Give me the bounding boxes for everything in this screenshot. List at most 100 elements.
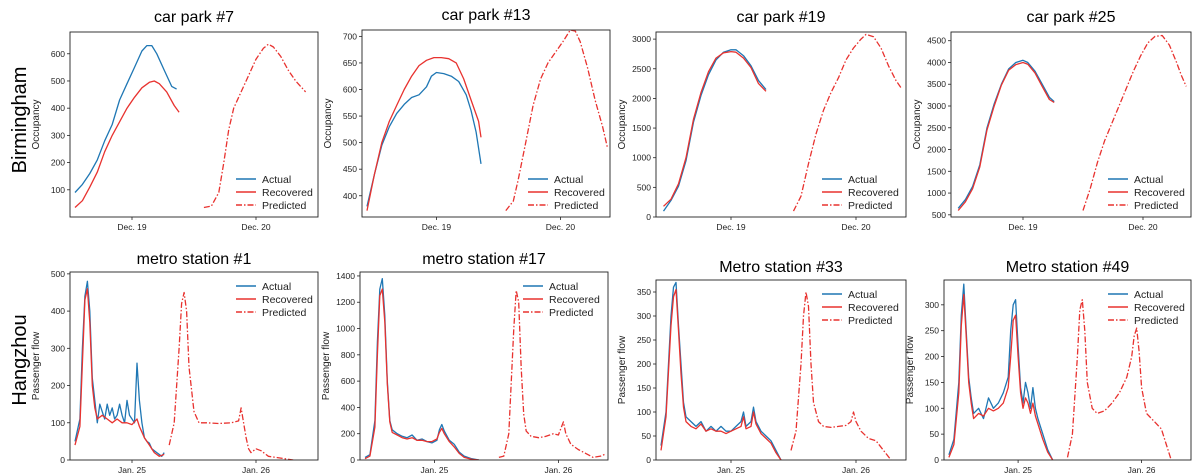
x-tick-label: Dec. 19 (117, 222, 147, 232)
y-tick-label: 550 (343, 111, 357, 121)
y-tick-label: 1200 (336, 297, 355, 307)
x-tick-label: Dec. 19 (716, 222, 746, 232)
y-tick-label: 0 (60, 455, 65, 465)
y-tick-label: 1500 (927, 166, 946, 176)
y-tick-label: 500 (932, 210, 946, 220)
series-line-recovered (660, 288, 782, 460)
series-line-predicted (168, 291, 294, 460)
legend-label: Actual (1134, 289, 1163, 301)
chart-title: Metro station #33 (719, 259, 843, 276)
legend-label: Recovered (262, 187, 313, 199)
plot-frame (950, 31, 1192, 218)
y-tick-label: 650 (343, 58, 357, 68)
series-line-recovered (74, 80, 180, 208)
series-line-predicted (792, 33, 902, 212)
x-tick-label: Dec. 19 (1008, 222, 1038, 232)
y-tick-label: 1000 (632, 153, 651, 163)
legend-label: Predicted (848, 315, 893, 327)
x-tick-label: Jan. 25 (717, 465, 745, 475)
y-tick-label: 400 (51, 103, 65, 113)
series-line-actual (364, 277, 480, 460)
y-tick-label: 100 (51, 418, 65, 428)
x-tick-label: Jan. 26 (842, 465, 870, 475)
y-tick-label: 350 (637, 287, 651, 297)
series-line-recovered (366, 56, 482, 211)
x-tick-label: Dec. 19 (422, 222, 452, 232)
y-tick-label: 300 (51, 343, 65, 353)
series-line-predicted (790, 291, 892, 460)
chart-panel: car park #7 100 200 300 400 500 600 Dec. 19 Dec.… (31, 9, 319, 232)
y-tick-label: 600 (51, 49, 65, 59)
legend-label: Actual (1134, 174, 1163, 186)
chart-title: metro station #1 (137, 251, 252, 268)
chart-panel: car park #13 400 450 500 550 600 650 700 Dec. 19… (323, 7, 611, 232)
y-tick-label: 150 (925, 377, 939, 387)
plot-frame (359, 271, 609, 461)
series-line-predicted (1082, 34, 1187, 211)
legend-label: Predicted (1134, 315, 1179, 327)
y-tick-label: 150 (637, 383, 651, 393)
row-label-birmingham: Birmingham (9, 67, 31, 174)
y-tick-label: 200 (341, 429, 355, 439)
chart-title: metro station #17 (422, 251, 546, 268)
y-tick-label: 100 (51, 185, 65, 195)
legend-label: Actual (549, 281, 578, 293)
y-tick-label: 300 (51, 130, 65, 140)
y-tick-label: 300 (925, 300, 939, 310)
y-axis-label: Occupancy (617, 99, 628, 149)
y-tick-label: 450 (343, 164, 357, 174)
chart-panel: car park #19 0 500 1000 1500 2000 2500 3000 Dec.… (617, 9, 907, 232)
y-axis-label: Passenger flow (905, 335, 916, 404)
y-tick-label: 100 (925, 403, 939, 413)
legend-label: Actual (848, 289, 877, 301)
x-tick-label: Jan. 26 (1128, 465, 1156, 475)
y-tick-label: 2500 (632, 64, 651, 74)
plot-frame (69, 31, 319, 218)
y-tick-label: 2000 (632, 93, 651, 103)
y-axis-label: Passenger flow (617, 335, 628, 404)
y-tick-label: 1500 (632, 123, 651, 133)
y-axis-label: Occupancy (323, 98, 334, 148)
plot-frame (69, 271, 319, 461)
plot-frame (655, 279, 907, 461)
legend-label: Predicted (1134, 200, 1179, 212)
y-tick-label: 0 (646, 212, 651, 222)
legend-label: Predicted (848, 200, 893, 212)
x-tick-label: Jan. 25 (1004, 465, 1032, 475)
legend-label: Predicted (262, 200, 307, 212)
x-tick-label: Dec. 20 (841, 222, 871, 232)
legend-label: Recovered (554, 187, 605, 199)
y-tick-label: 400 (51, 306, 65, 316)
series-line-recovered (74, 288, 165, 457)
y-tick-label: 400 (341, 402, 355, 412)
legend-label: Actual (262, 281, 291, 293)
y-tick-label: 500 (343, 138, 357, 148)
series-line-predicted (498, 289, 606, 459)
x-tick-label: Jan. 26 (242, 465, 270, 475)
y-tick-label: 600 (343, 85, 357, 95)
series-line-recovered (364, 288, 480, 460)
x-tick-label: Jan. 25 (118, 465, 146, 475)
chart-panel: metro station #17 0 200 400 600 800 1000 1200 14… (321, 251, 609, 475)
y-tick-label: 200 (51, 381, 65, 391)
y-axis-label: Occupancy (912, 99, 923, 149)
row-label-hangzhou: Hangzhou (9, 314, 31, 405)
legend-label: Predicted (262, 307, 307, 319)
plot-frame (361, 29, 611, 218)
legend-label: Predicted (549, 307, 594, 319)
series-line-predicted (505, 30, 609, 212)
y-axis-label: Passenger flow (31, 331, 42, 400)
legend-label: Recovered (549, 294, 600, 306)
chart-panel: Metro station #33 0 50 100 150 200 250 300 350 Ja… (617, 259, 907, 475)
y-axis-label: Occupancy (31, 99, 42, 149)
series-line-recovered (957, 61, 1055, 211)
y-tick-label: 200 (51, 158, 65, 168)
y-axis-label: Passenger flow (321, 331, 332, 400)
chart-panel: Metro station #49 0 50 100 150 200 250 300 Jan. … (905, 259, 1192, 475)
legend-label: Recovered (848, 302, 899, 314)
plot-frame (943, 279, 1192, 461)
y-tick-label: 200 (637, 359, 651, 369)
y-tick-label: 500 (51, 76, 65, 86)
y-tick-label: 200 (925, 352, 939, 362)
